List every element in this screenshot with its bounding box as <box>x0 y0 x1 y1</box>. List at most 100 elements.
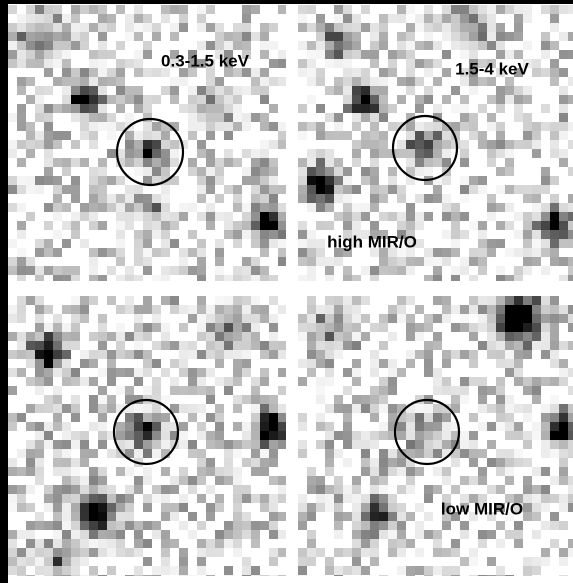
pixel <box>62 494 71 503</box>
pixel <box>17 257 26 266</box>
pixel <box>442 23 451 32</box>
pixel <box>242 257 251 266</box>
pixel <box>233 203 242 212</box>
pixel <box>89 275 98 281</box>
pixel <box>278 50 286 59</box>
pixel <box>161 557 170 566</box>
pixel <box>224 539 233 548</box>
pixel <box>379 386 388 395</box>
pixel <box>53 575 62 576</box>
pixel <box>107 368 116 377</box>
pixel <box>71 104 80 113</box>
pixel <box>17 158 26 167</box>
pixel <box>433 332 442 341</box>
pixel <box>334 5 343 14</box>
pixel <box>233 23 242 32</box>
pixel <box>179 266 188 275</box>
pixel <box>523 140 532 149</box>
pixel <box>487 440 496 449</box>
pixel <box>260 449 269 458</box>
pixel <box>80 77 89 86</box>
pixel <box>116 503 125 512</box>
pixel <box>334 41 343 50</box>
pixel <box>44 359 53 368</box>
pixel <box>325 275 334 281</box>
pixel <box>424 257 433 266</box>
pixel <box>278 212 286 221</box>
pixel <box>26 539 35 548</box>
pixel <box>215 86 224 95</box>
pixel <box>523 431 532 440</box>
pixel <box>98 5 107 14</box>
pixel <box>188 95 197 104</box>
pixel <box>415 221 424 230</box>
pixel <box>370 194 379 203</box>
pixel <box>478 5 487 14</box>
pixel <box>161 230 170 239</box>
pixel <box>35 104 44 113</box>
pixel <box>442 431 451 440</box>
pixel <box>206 185 215 194</box>
pixel <box>370 176 379 185</box>
pixel <box>424 431 433 440</box>
pixel <box>451 566 460 575</box>
pixel <box>62 185 71 194</box>
pixel <box>161 368 170 377</box>
pixel <box>71 566 80 575</box>
pixel <box>523 503 532 512</box>
pixel <box>370 131 379 140</box>
pixel <box>505 296 514 305</box>
pixel <box>487 485 496 494</box>
pixel <box>523 377 532 386</box>
pixel <box>307 323 316 332</box>
pixel <box>197 248 206 257</box>
pixel <box>53 359 62 368</box>
pixel <box>343 59 352 68</box>
pixel <box>26 59 35 68</box>
pixel <box>215 257 224 266</box>
pixel <box>379 377 388 386</box>
pixel <box>260 431 269 440</box>
pixel <box>224 440 233 449</box>
pixel <box>496 467 505 476</box>
pixel <box>559 131 568 140</box>
pixel <box>35 95 44 104</box>
pixel <box>161 239 170 248</box>
pixel <box>53 458 62 467</box>
pixel <box>496 422 505 431</box>
pixel <box>550 449 559 458</box>
pixel <box>460 323 469 332</box>
pixel <box>406 41 415 50</box>
pixel <box>505 140 514 149</box>
pixel <box>307 476 316 485</box>
pixel <box>44 113 53 122</box>
pixel <box>233 377 242 386</box>
pixel <box>179 431 188 440</box>
pixel <box>89 68 98 77</box>
pixel <box>307 314 316 323</box>
pixel <box>251 257 260 266</box>
pixel <box>161 296 170 305</box>
pixel <box>406 23 415 32</box>
pixel <box>550 323 559 332</box>
pixel <box>116 368 125 377</box>
pixel <box>343 458 352 467</box>
pixel <box>316 194 325 203</box>
pixel <box>71 575 80 576</box>
pixel <box>125 413 134 422</box>
pixel <box>233 539 242 548</box>
pixel <box>206 503 215 512</box>
pixel <box>152 413 161 422</box>
pixel <box>298 413 307 422</box>
pixel <box>35 431 44 440</box>
pixel <box>80 521 89 530</box>
pixel <box>505 341 514 350</box>
pixel <box>406 149 415 158</box>
pixel <box>469 431 478 440</box>
pixel <box>224 377 233 386</box>
pixel <box>143 575 152 576</box>
pixel <box>89 575 98 576</box>
pixel <box>98 176 107 185</box>
pixel <box>188 230 197 239</box>
pixel <box>71 296 80 305</box>
